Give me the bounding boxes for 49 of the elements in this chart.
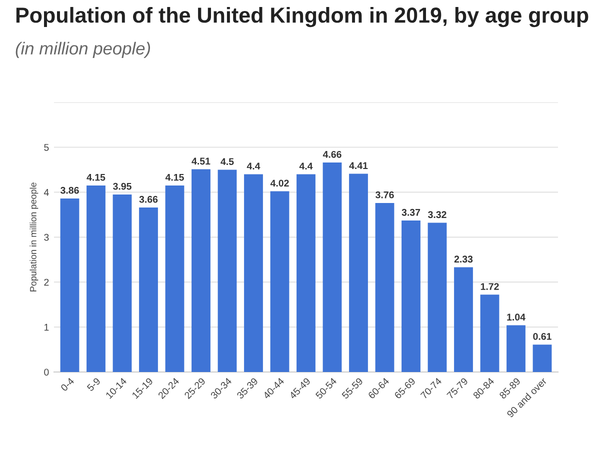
bar bbox=[192, 169, 210, 372]
x-tick-label: 5-9 bbox=[86, 377, 101, 392]
data-label: 3.66 bbox=[139, 196, 158, 203]
bar bbox=[428, 222, 447, 372]
bar bbox=[402, 220, 420, 372]
y-tick-label: 5 bbox=[44, 144, 49, 151]
bar bbox=[454, 267, 473, 372]
data-label: 2.33 bbox=[454, 256, 473, 263]
data-label: 4.66 bbox=[322, 150, 342, 158]
chart-title: Population of the United Kingdom in 2019, by age group bbox=[16, 6, 588, 28]
bar bbox=[86, 185, 106, 372]
bar bbox=[375, 202, 394, 372]
y-tick-label: 1 bbox=[44, 324, 49, 331]
bar bbox=[112, 194, 132, 372]
bar bbox=[218, 170, 237, 372]
bar bbox=[60, 198, 80, 372]
data-label: 1.72 bbox=[480, 283, 499, 290]
data-label: 3.86 bbox=[60, 186, 79, 194]
data-label: 4.02 bbox=[270, 180, 289, 187]
data-label: 1.04 bbox=[507, 314, 526, 321]
y-axis-title: Population in million people bbox=[30, 182, 38, 292]
bar bbox=[532, 344, 552, 372]
chart-subtitle: (in million people) bbox=[16, 42, 150, 58]
bar bbox=[480, 294, 500, 372]
bar bbox=[322, 162, 342, 372]
y-tick-label: 3 bbox=[44, 234, 49, 241]
data-label: 3.32 bbox=[428, 211, 446, 218]
data-label: 3.76 bbox=[376, 191, 394, 198]
data-label: 3.95 bbox=[113, 182, 132, 190]
bar bbox=[165, 185, 184, 372]
data-label: 4.51 bbox=[192, 158, 210, 165]
data-label: 4.5 bbox=[220, 158, 234, 166]
data-label: 4.4 bbox=[299, 162, 313, 170]
x-tick-label: 0-4 bbox=[60, 377, 75, 392]
bar bbox=[139, 207, 158, 372]
y-tick-label: 0 bbox=[44, 368, 49, 376]
data-label: 0.61 bbox=[533, 332, 552, 340]
y-tick-label: 2 bbox=[44, 278, 49, 286]
y-tick-label: 4 bbox=[44, 189, 49, 196]
data-label: 3.37 bbox=[402, 208, 420, 216]
bar bbox=[506, 325, 526, 372]
bar bbox=[349, 174, 368, 372]
data-label: 4.4 bbox=[246, 162, 260, 170]
data-label: 4.41 bbox=[349, 162, 368, 169]
data-label: 4.15 bbox=[86, 174, 106, 181]
bar bbox=[244, 174, 263, 372]
bar bbox=[270, 191, 290, 372]
bar bbox=[296, 174, 316, 372]
data-label: 4.15 bbox=[165, 174, 184, 181]
